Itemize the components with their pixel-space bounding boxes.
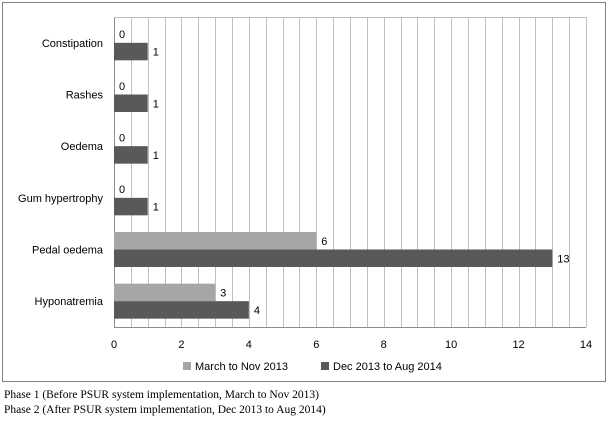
x-tick-label: 14: [580, 339, 592, 351]
x-tick-label: 8: [381, 339, 387, 351]
x-tick-label: 4: [246, 339, 252, 351]
category-label: Rashes: [66, 90, 104, 102]
data-label: 0: [119, 184, 125, 196]
data-label: 1: [153, 202, 159, 214]
category-label: Pedal oedema: [32, 245, 104, 257]
bar: [114, 249, 553, 267]
bar: [114, 146, 148, 164]
bar-chart: Constipation 0 1 Rashes 0 1 Oedema 0 1 Gum hypert…: [18, 17, 592, 373]
x-tick-label: 0: [111, 339, 117, 351]
data-label: 6: [321, 236, 327, 248]
footnote-phase-1: Phase 1 (Before PSUR system implementati…: [4, 389, 319, 401]
bar: [114, 301, 249, 319]
bar: [114, 232, 317, 250]
bar: [114, 283, 216, 302]
bar: [114, 197, 148, 216]
footnote-phase-2: Phase 2 (After PSUR system implementatio…: [4, 404, 326, 416]
x-tick-label: 12: [512, 339, 524, 351]
legend-label: Dec 2013 to Aug 2014: [333, 361, 442, 373]
data-label: 1: [153, 47, 159, 59]
data-label: 0: [119, 132, 125, 144]
x-tick-label: 2: [178, 339, 184, 351]
category-label: Hyponatremia: [35, 296, 104, 308]
category-label: Constipation: [42, 38, 103, 50]
data-label: 13: [557, 253, 569, 265]
data-label: 3: [220, 287, 226, 299]
legend-swatch: [183, 362, 191, 370]
data-label: 4: [254, 305, 260, 317]
chart-frame: [2, 2, 606, 382]
bar: [114, 94, 148, 112]
category-label: Gum hypertrophy: [18, 193, 103, 205]
data-label: 0: [119, 81, 125, 93]
category-label: Oedema: [61, 141, 104, 153]
x-tick-label: 10: [445, 339, 457, 351]
legend-swatch: [321, 362, 329, 370]
data-label: 1: [153, 98, 159, 110]
data-label: 1: [153, 150, 159, 162]
legend-label: March to Nov 2013: [195, 361, 288, 373]
x-tick-label: 6: [313, 339, 319, 351]
data-label: 0: [119, 29, 125, 41]
bar: [114, 42, 148, 61]
